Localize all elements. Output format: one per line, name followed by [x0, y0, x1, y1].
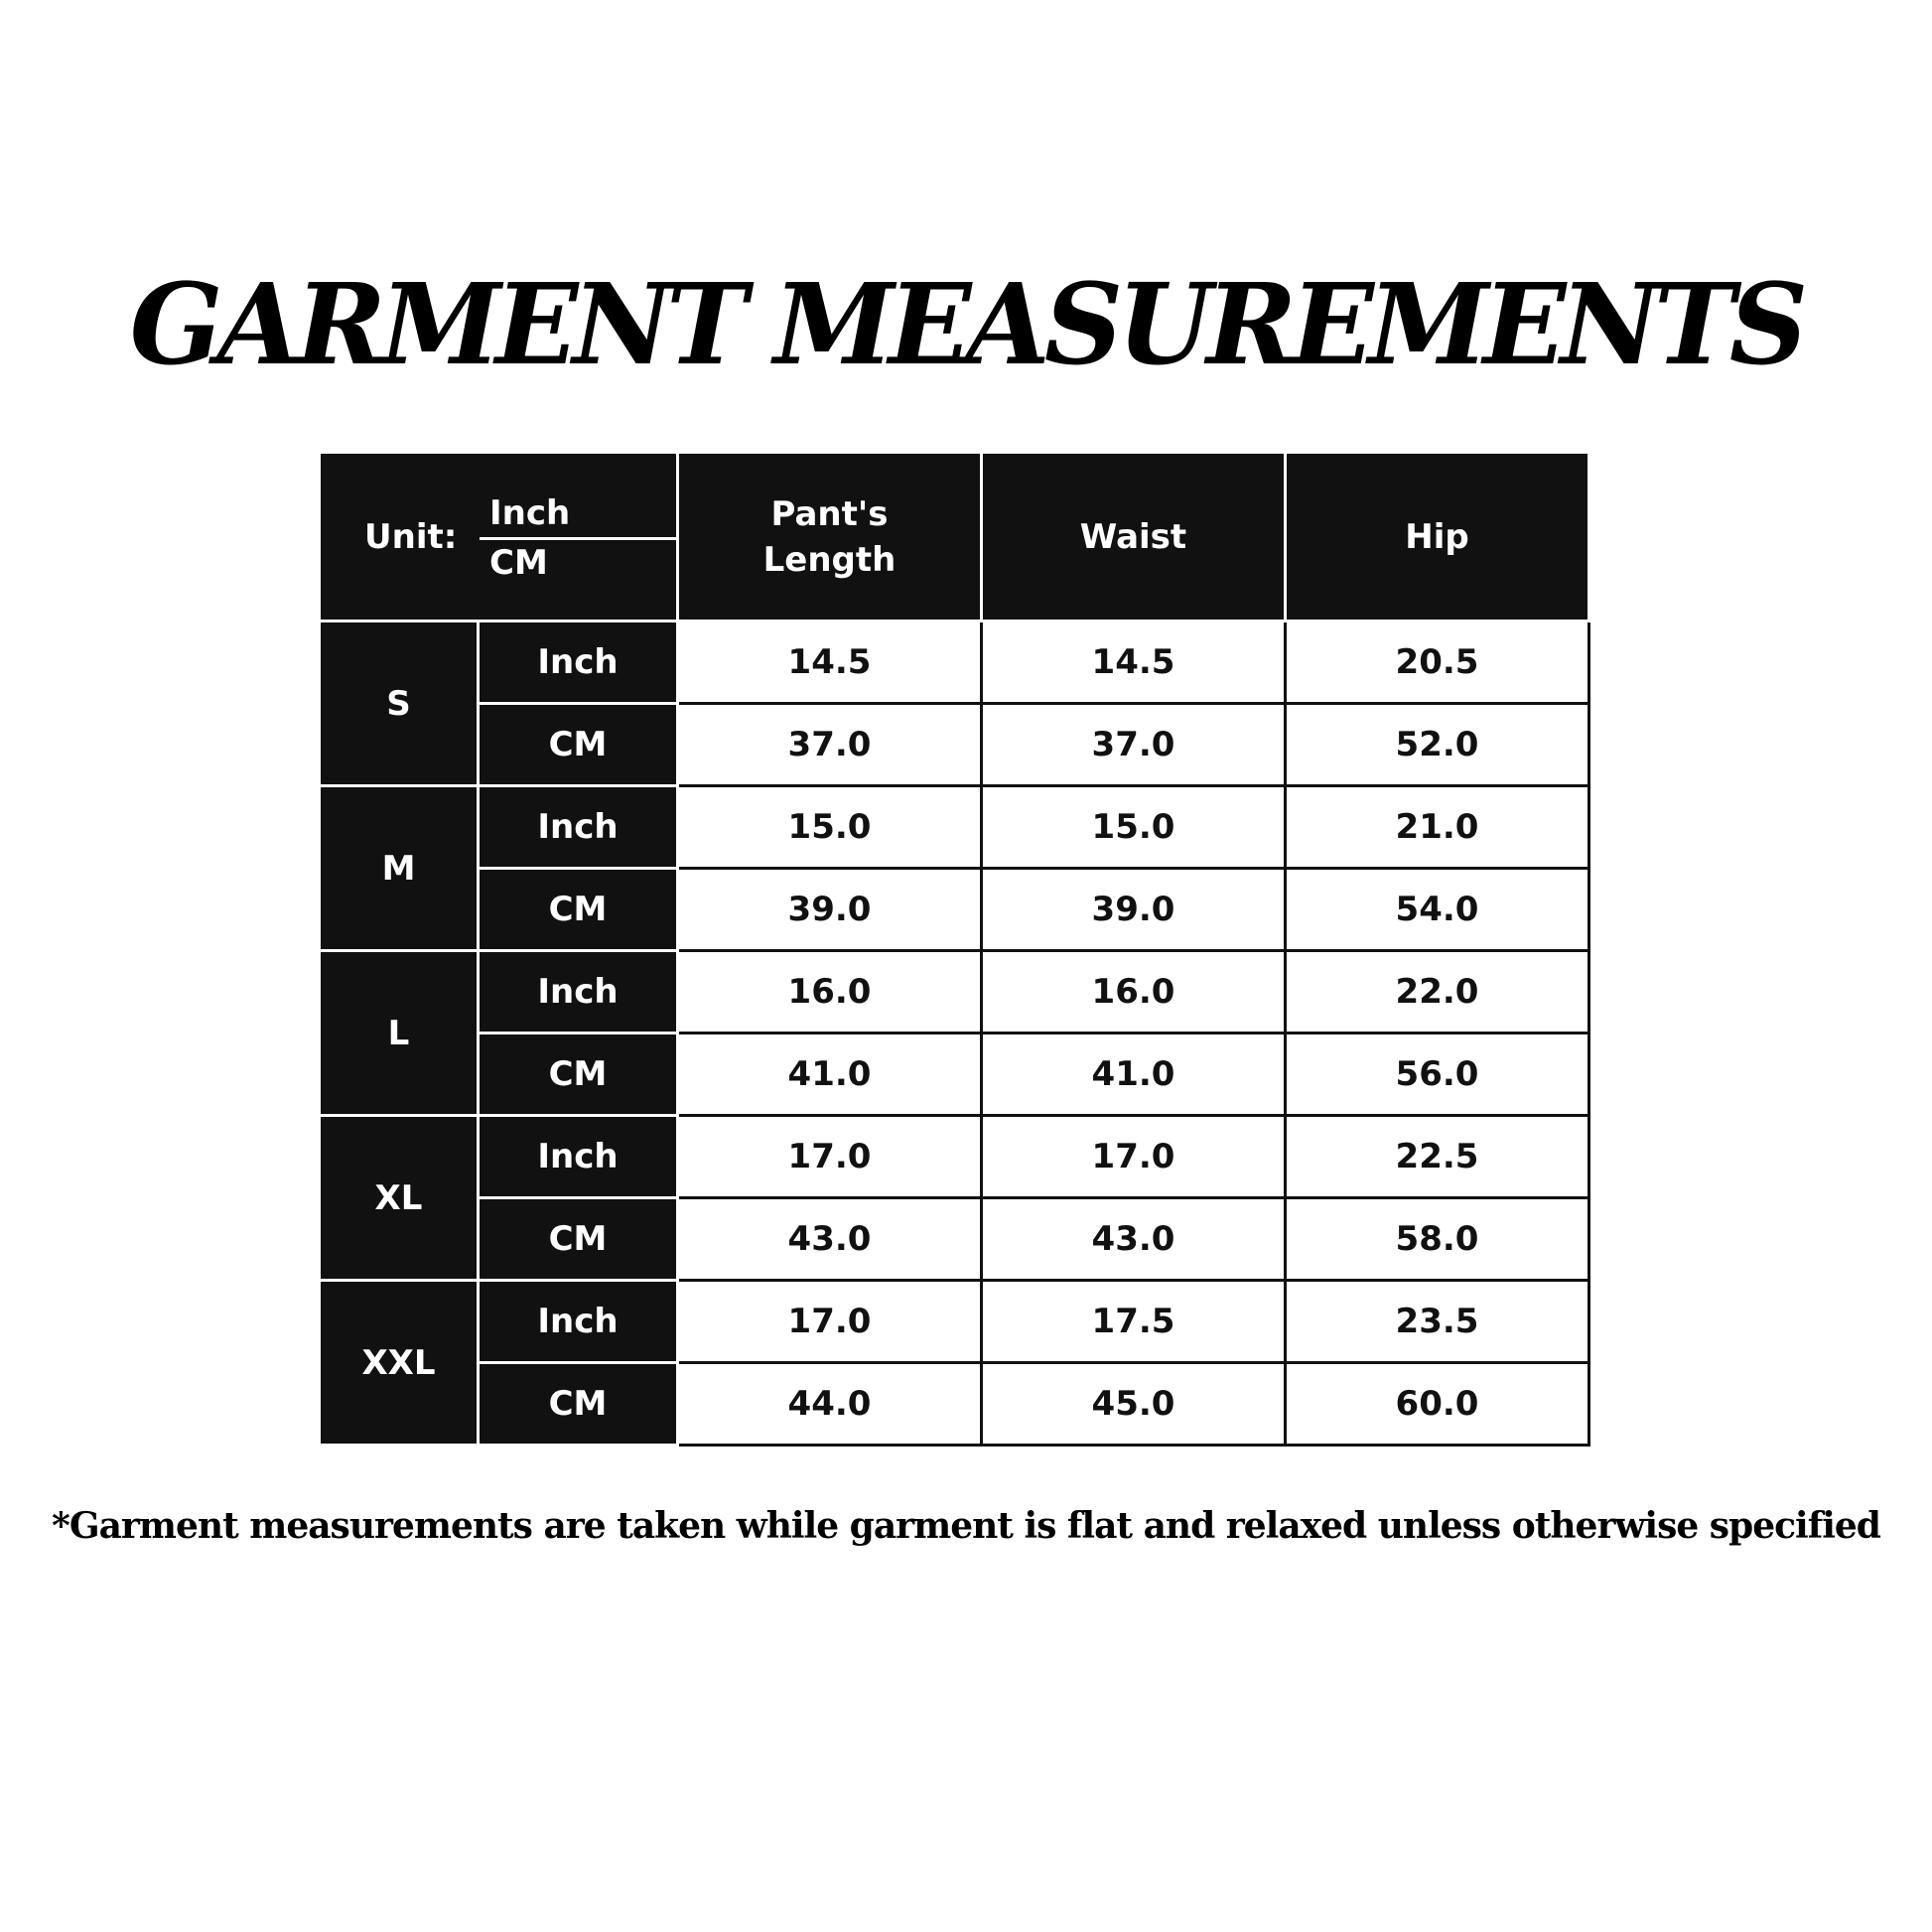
size-label: S [318, 620, 480, 787]
table-row: CM 43.0 43.0 58.0 [320, 1196, 1590, 1282]
value-cell: 43.0 [980, 1196, 1287, 1282]
table-row: CM 41.0 41.0 56.0 [320, 1032, 1590, 1117]
value-cell: 39.0 [980, 867, 1287, 952]
value-cell: 23.5 [1284, 1279, 1590, 1364]
value-cell: 17.0 [676, 1279, 983, 1364]
value-cell: 22.0 [1284, 949, 1590, 1035]
unit-cell: CM [477, 867, 679, 952]
unit-cell: CM [477, 1032, 679, 1117]
value-cell: 43.0 [676, 1196, 983, 1282]
unit-cell: CM [477, 1196, 679, 1282]
size-label: XXL [318, 1279, 480, 1447]
unit-inch: Inch [489, 493, 571, 533]
value-cell: 16.0 [980, 949, 1287, 1035]
unit-label: Unit: [364, 517, 458, 557]
value-cell: 17.5 [980, 1279, 1287, 1364]
unit-cell: CM [477, 702, 679, 787]
value-cell: 37.0 [980, 702, 1287, 787]
unit-divider [480, 537, 678, 540]
value-cell: 56.0 [1284, 1032, 1590, 1117]
value-cell: 44.0 [676, 1361, 983, 1447]
table-row: M Inch 15.0 15.0 21.0 [318, 784, 1590, 952]
value-cell: 20.5 [1284, 620, 1590, 705]
column-header-waist: Waist [980, 451, 1287, 622]
unit-cell: Inch [477, 949, 679, 1035]
column-header-label: Pant's Length [762, 493, 897, 580]
value-cell: 17.0 [980, 1114, 1287, 1199]
value-cell: 60.0 [1284, 1361, 1590, 1447]
value-cell: 45.0 [980, 1361, 1287, 1447]
header-row: Unit: Inch CM Pant's Length Waist Hip [318, 451, 1590, 622]
value-cell: 16.0 [676, 949, 983, 1035]
value-cell: 41.0 [980, 1032, 1287, 1117]
value-cell: 52.0 [1284, 702, 1590, 787]
value-cell: 15.0 [676, 784, 983, 870]
table-row: CM 44.0 45.0 60.0 [320, 1361, 1590, 1447]
footnote: *Garment measurements are taken while ga… [52, 1505, 1881, 1547]
value-cell: 22.5 [1284, 1114, 1590, 1199]
value-cell: 58.0 [1284, 1196, 1590, 1282]
column-header-pants-length: Pant's Length [676, 451, 983, 622]
table-row: S Inch 14.5 14.5 20.5 [318, 620, 1590, 787]
value-cell: 54.0 [1284, 867, 1590, 952]
table-row: XL Inch 17.0 17.0 22.5 [318, 1114, 1590, 1282]
value-cell: 15.0 [980, 784, 1287, 870]
value-cell: 21.0 [1284, 784, 1590, 870]
unit-cm: CM [489, 543, 548, 583]
value-cell: 37.0 [676, 702, 983, 787]
unit-cell: CM [477, 1361, 679, 1447]
unit-cell: Inch [477, 1114, 679, 1199]
column-header-hip: Hip [1284, 451, 1590, 622]
value-cell: 39.0 [676, 867, 983, 952]
unit-cell: Inch [477, 784, 679, 870]
unit-header: Unit: Inch CM [318, 451, 679, 622]
page-title: GARMENT MEASUREMENTS [129, 260, 1808, 390]
value-cell: 41.0 [676, 1032, 983, 1117]
table-row: CM 39.0 39.0 54.0 [320, 867, 1590, 952]
size-label: L [318, 949, 480, 1117]
value-cell: 14.5 [676, 620, 983, 705]
table-row: CM 37.0 37.0 52.0 [320, 702, 1590, 787]
table-row: L Inch 16.0 16.0 22.0 [318, 949, 1590, 1117]
unit-cell: Inch [477, 620, 679, 705]
value-cell: 14.5 [980, 620, 1287, 705]
size-label: M [318, 784, 480, 952]
table-row: XXL Inch 17.0 17.5 23.5 [318, 1279, 1590, 1447]
value-cell: 17.0 [676, 1114, 983, 1199]
size-label: XL [318, 1114, 480, 1282]
unit-cell: Inch [477, 1279, 679, 1364]
